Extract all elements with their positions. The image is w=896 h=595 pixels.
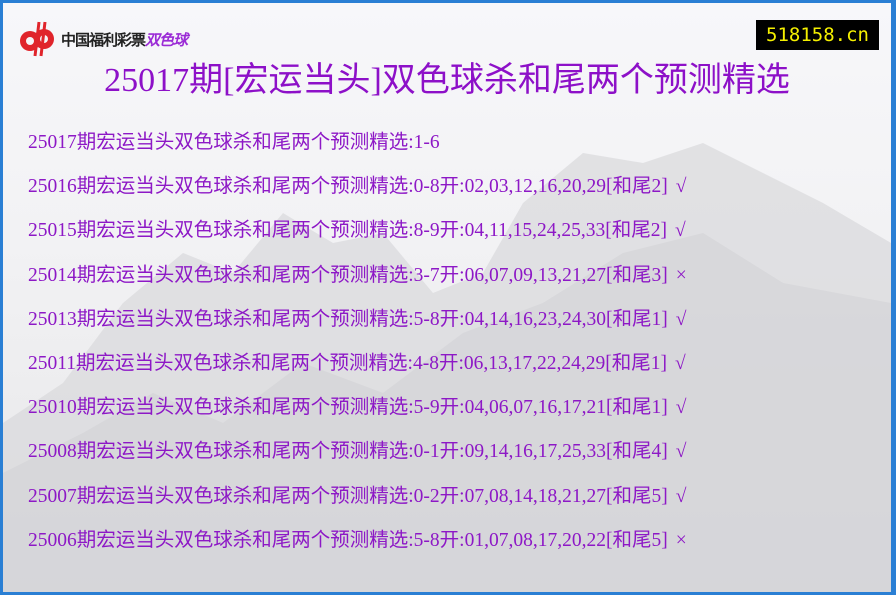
prediction-text: 25013期宏运当头双色球杀和尾两个预测精选:5-8开:04,14,16,23,… — [28, 308, 668, 330]
prediction-text: 25006期宏运当头双色球杀和尾两个预测精选:5-8开:01,07,08,17,… — [28, 529, 668, 551]
check-icon: √ — [675, 397, 687, 419]
prediction-text: 25015期宏运当头双色球杀和尾两个预测精选:8-9开:04,11,15,24,… — [28, 220, 667, 242]
check-icon: √ — [675, 485, 687, 507]
check-icon: √ — [675, 308, 687, 330]
prediction-text: 25016期宏运当头双色球杀和尾两个预测精选:0-8开:02,03,12,16,… — [28, 176, 668, 198]
site-badge: 518158.cn — [756, 20, 879, 50]
cross-icon: × — [675, 264, 687, 286]
list-item: 25016期宏运当头双色球杀和尾两个预测精选:0-8开:02,03,12,16,… — [28, 172, 687, 216]
prediction-text: 25014期宏运当头双色球杀和尾两个预测精选:3-7开:06,07,09,13,… — [28, 264, 668, 286]
prediction-text: 25011期宏运当头双色球杀和尾两个预测精选:4-8开:06,13,17,22,… — [28, 352, 667, 374]
cross-icon: × — [675, 529, 687, 551]
prediction-text: 25010期宏运当头双色球杀和尾两个预测精选:5-9开:04,06,07,16,… — [28, 397, 668, 419]
prediction-text: 25008期宏运当头双色球杀和尾两个预测精选:0-1开:09,14,16,17,… — [28, 441, 668, 463]
page-title: 25017期[宏运当头]双色球杀和尾两个预测精选 — [104, 62, 790, 99]
check-icon: √ — [675, 441, 687, 463]
list-item: 25008期宏运当头双色球杀和尾两个预测精选:0-1开:09,14,16,17,… — [28, 437, 687, 481]
mountain-background — [3, 143, 891, 592]
list-item: 25006期宏运当头双色球杀和尾两个预测精选:5-8开:01,07,08,17,… — [28, 526, 687, 570]
prediction-text: 25007期宏运当头双色球杀和尾两个预测精选:0-2开:07,08,14,18,… — [28, 485, 668, 507]
list-item: 25010期宏运当头双色球杀和尾两个预测精选:5-9开:04,06,07,16,… — [28, 393, 687, 437]
list-item: 25014期宏运当头双色球杀和尾两个预测精选:3-7开:06,07,09,13,… — [28, 261, 687, 305]
list-item: 25015期宏运当头双色球杀和尾两个预测精选:8-9开:04,11,15,24,… — [28, 216, 687, 260]
logo-game: 双色球 — [145, 30, 188, 49]
check-icon: √ — [674, 220, 686, 242]
list-item: 25013期宏运当头双色球杀和尾两个预测精选:5-8开:04,14,16,23,… — [28, 305, 687, 349]
list-item: 25011期宏运当头双色球杀和尾两个预测精选:4-8开:06,13,17,22,… — [28, 349, 687, 393]
logo: 中国福利彩票双色球 — [17, 20, 188, 58]
list-item: 25007期宏运当头双色球杀和尾两个预测精选:0-2开:07,08,14,18,… — [28, 482, 687, 526]
welfare-lottery-logo-icon — [20, 21, 54, 57]
prediction-list: 25017期宏运当头双色球杀和尾两个预测精选:1-6 25016期宏运当头双色球杀… — [28, 128, 687, 570]
check-icon: √ — [675, 176, 687, 198]
prediction-text: 25017期宏运当头双色球杀和尾两个预测精选:1-6 — [28, 132, 440, 153]
list-item: 25017期宏运当头双色球杀和尾两个预测精选:1-6 — [28, 128, 687, 172]
content-frame: 中国福利彩票双色球 518158.cn 25017期[宏运当头]双色球杀和尾两个… — [3, 3, 891, 592]
logo-brand: 中国福利彩票 — [61, 30, 146, 49]
check-icon: √ — [674, 352, 686, 374]
